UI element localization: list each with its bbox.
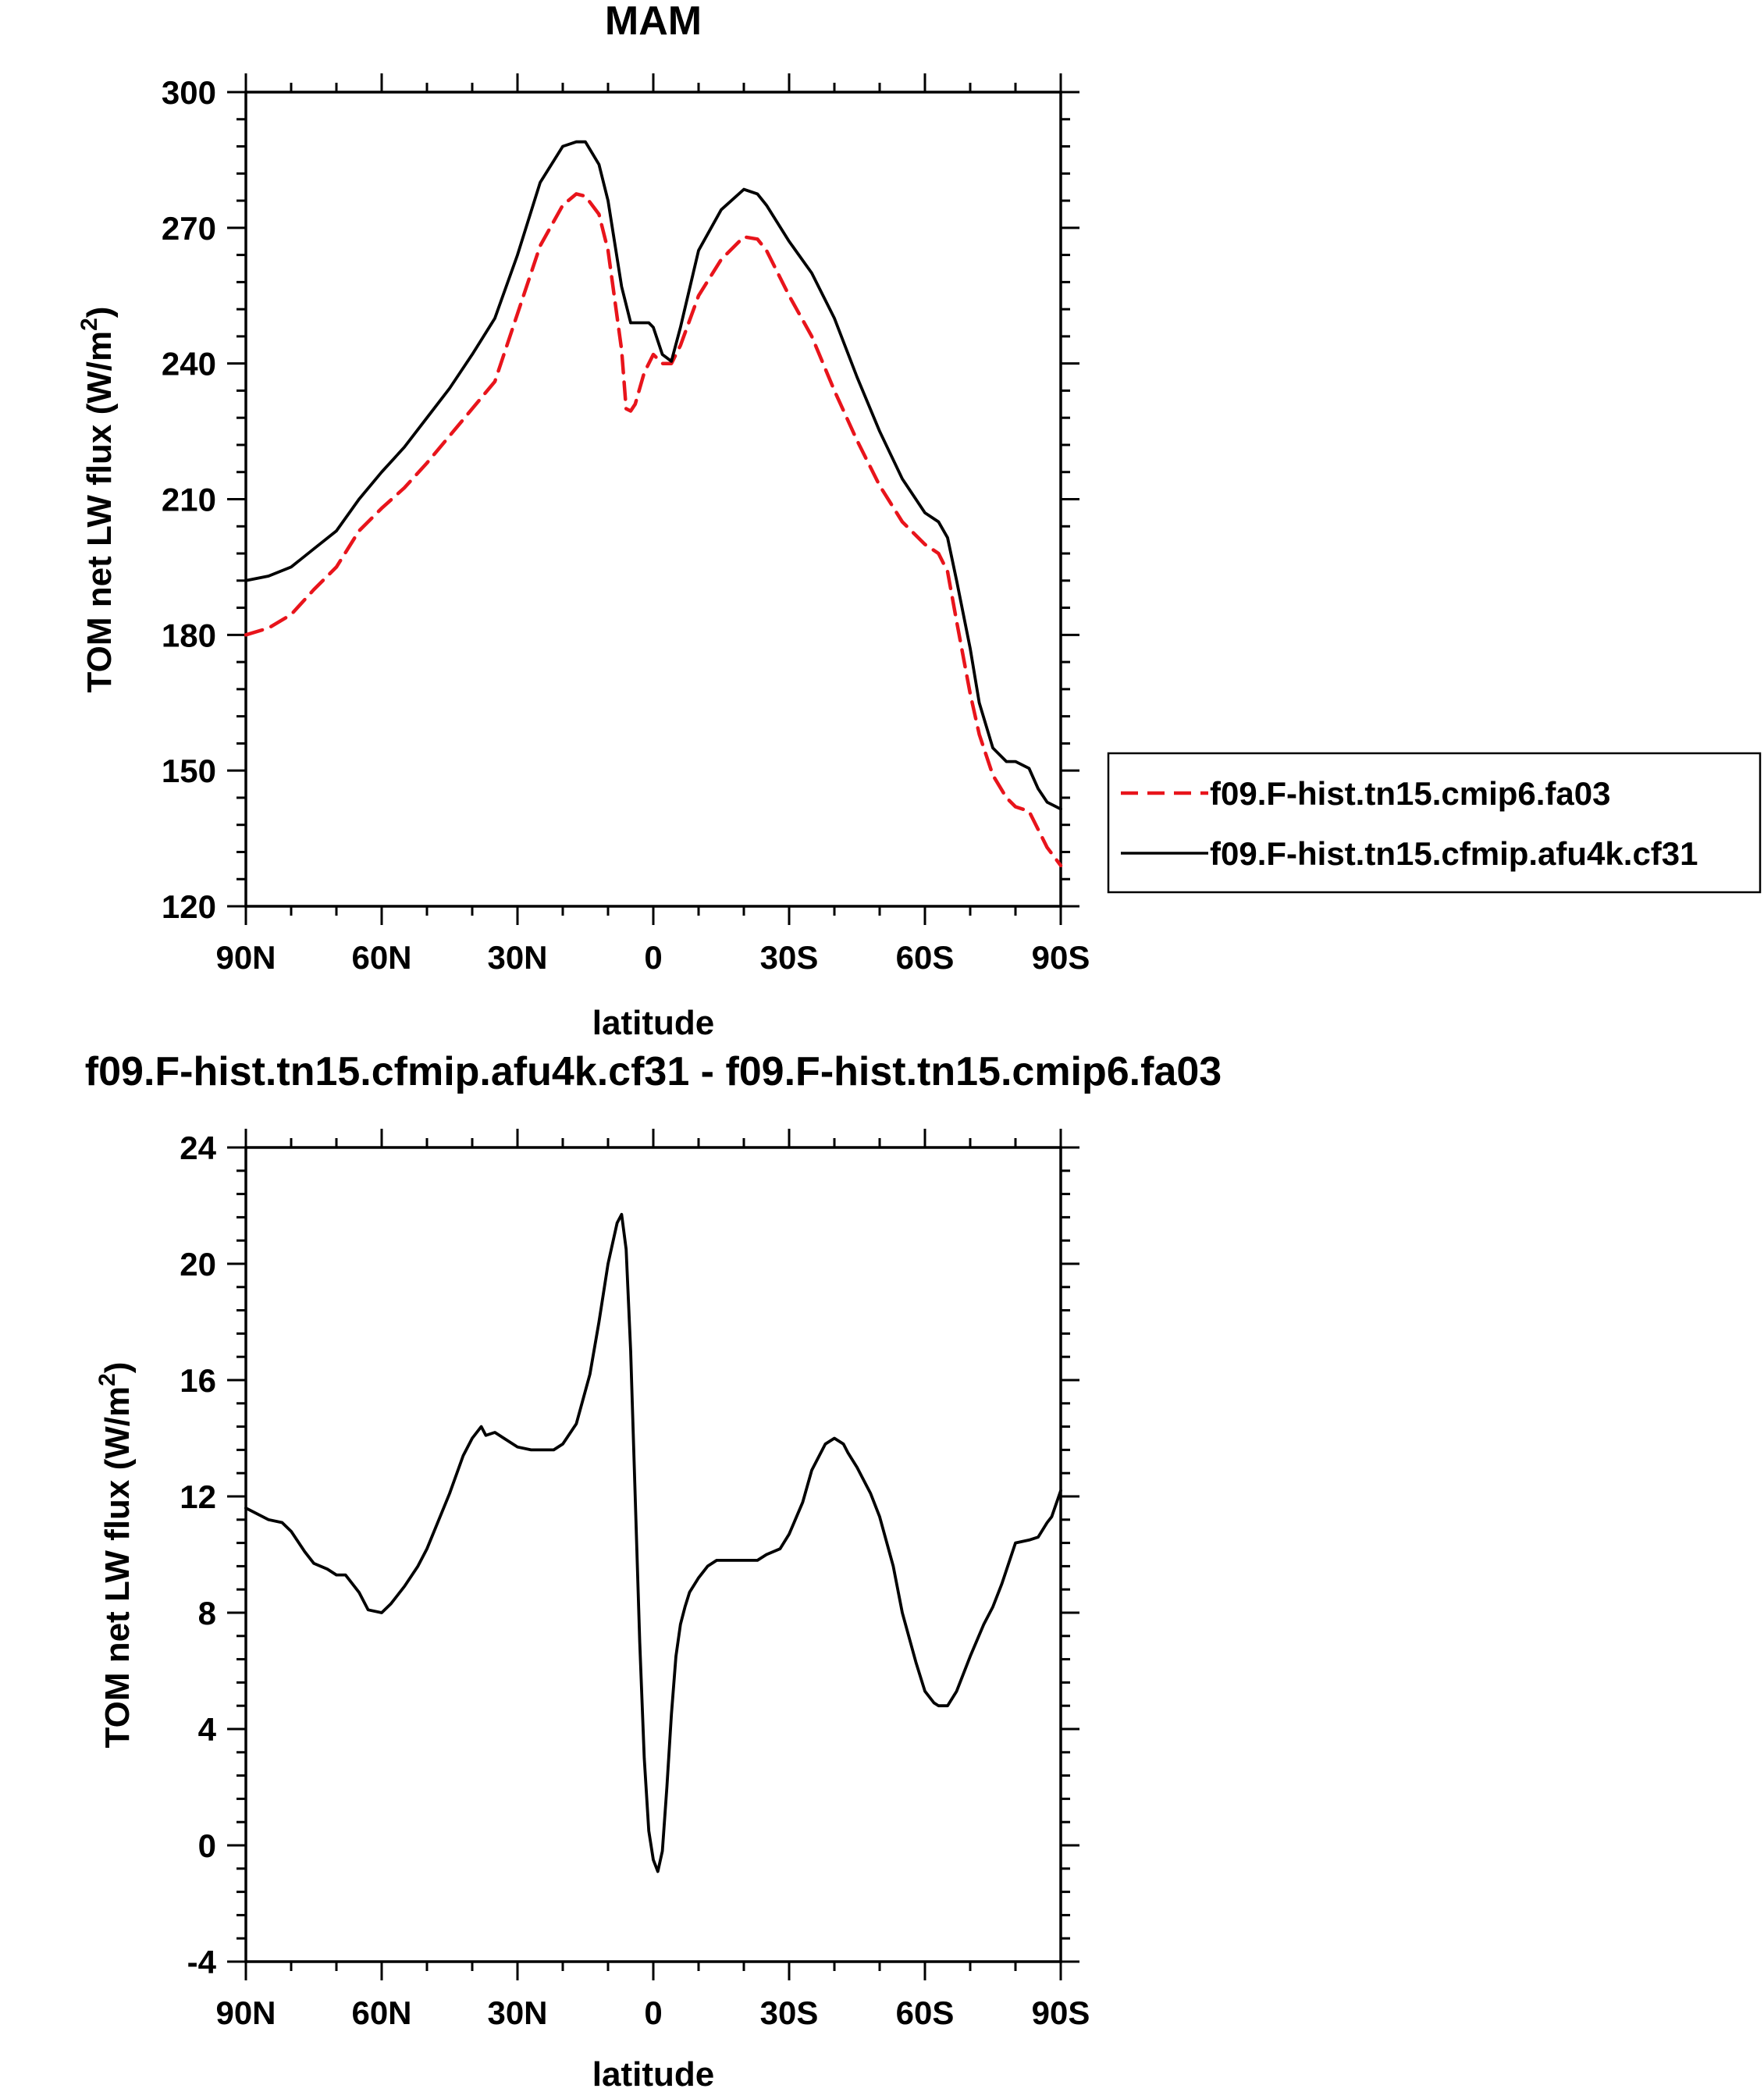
- bottom-y-axis-label: TOM net LW flux (W/m2): [94, 1362, 137, 1749]
- legend-label-1: f09.F-hist.tn15.cfmip.afu4k.cf31: [1210, 835, 1698, 872]
- top-xtick-label: 0: [644, 939, 662, 976]
- top-ytick-label: 300: [162, 74, 216, 111]
- top-xtick-label: 30S: [760, 939, 819, 976]
- bottom-xtick-label: 60N: [351, 1994, 411, 2031]
- top-xtick-label: 90N: [215, 939, 276, 976]
- top-plot-frame: [244, 91, 1062, 908]
- bottom-ytick-label: 8: [198, 1595, 216, 1631]
- legend-box: [1107, 752, 1762, 894]
- top-series-line-1: [244, 140, 1062, 811]
- top-xtick-label: 60N: [351, 939, 411, 976]
- top-ytick-label: 120: [162, 888, 216, 925]
- top-xtick-label: 30N: [487, 939, 547, 976]
- top-xtick-label: 60S: [896, 939, 955, 976]
- bottom-plot-frame: [244, 1146, 1062, 1963]
- top-series-line-0: [244, 192, 1063, 868]
- bottom-ytick-label: 16: [180, 1362, 216, 1399]
- top-xtick-label: 90S: [1032, 939, 1090, 976]
- bottom-series-line-0: [244, 1212, 1062, 1873]
- bottom-chart-title: f09.F-hist.tn15.cfmip.afu4k.cf31 - f09.F…: [85, 1049, 1222, 1094]
- bottom-ytick-label: 4: [198, 1711, 217, 1748]
- bottom-ytick-label: -4: [187, 1944, 217, 1980]
- bottom-ytick-label: 20: [180, 1246, 216, 1283]
- legend-label-0: f09.F-hist.tn15.cmip6.fa03: [1210, 775, 1611, 812]
- bottom-ytick-label: 24: [180, 1130, 216, 1166]
- top-panel: MAM 120 150 180 210 240 270 300 90N 60N 30N 0 30S 6…: [76, 0, 1762, 1042]
- bottom-xtick-label: 0: [644, 1994, 662, 2031]
- top-ytick-label: 210: [162, 482, 216, 518]
- top-x-axis-label: latitude: [592, 1004, 714, 1042]
- bottom-xtick-label: 30S: [760, 1994, 819, 2031]
- legend-entry-0: f09.F-hist.tn15.cmip6.fa03: [1121, 775, 1611, 812]
- bottom-ytick-label: 12: [180, 1478, 216, 1515]
- legend-entry-1: f09.F-hist.tn15.cfmip.afu4k.cf31: [1121, 835, 1698, 872]
- bottom-y-axis-label-superscript: 2: [94, 1373, 120, 1386]
- top-y-axis-label-superscript: 2: [76, 318, 102, 331]
- bottom-xtick-label: 90S: [1032, 1994, 1090, 2031]
- bottom-xtick-label: 30N: [487, 1994, 547, 2031]
- top-chart-title: MAM: [605, 0, 702, 44]
- bottom-xtick-label: 60S: [896, 1994, 955, 2031]
- legend: f09.F-hist.tn15.cmip6.fa03 f09.F-hist.tn…: [1107, 752, 1762, 894]
- bottom-panel: f09.F-hist.tn15.cfmip.afu4k.cf31 - f09.F…: [85, 1049, 1222, 2092]
- bottom-ytick-label: 0: [198, 1827, 216, 1864]
- top-ytick-label: 180: [162, 617, 216, 653]
- top-ytick-label: 240: [162, 346, 216, 382]
- top-ytick-label: 270: [162, 210, 216, 247]
- bottom-xtick-label: 90N: [215, 1994, 276, 2031]
- top-ytick-label: 150: [162, 752, 216, 789]
- bottom-x-axis-label: latitude: [592, 2055, 714, 2092]
- top-y-axis-label: TOM net LW flux (W/m2): [76, 307, 119, 693]
